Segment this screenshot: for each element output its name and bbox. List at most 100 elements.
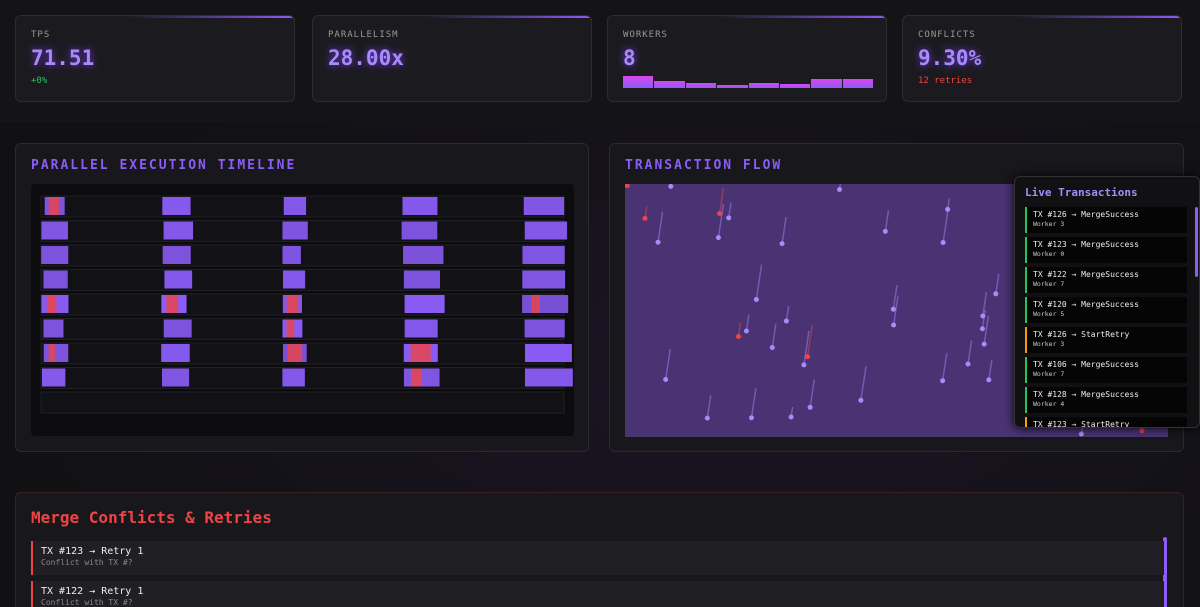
particle-trail (981, 309, 986, 329)
particle-trail (988, 359, 993, 381)
conflict-block (286, 295, 299, 313)
particle-trail (892, 295, 899, 326)
exec-block (282, 246, 301, 264)
exec-block (522, 295, 569, 313)
worker-bars (623, 74, 873, 88)
particle (715, 235, 721, 241)
conflicts-panel: Merge Conflicts & Retries TX #123 → Retr… (15, 492, 1184, 607)
stat-card: CONFLICTS 9.30% 12 retries (902, 15, 1182, 102)
exec-block (164, 270, 193, 289)
particle (986, 377, 992, 383)
live-tx: TX #120 → MergeSuccess (1033, 300, 1139, 309)
particle-trail (995, 273, 1000, 294)
particle-trail (942, 209, 949, 243)
exec-block (522, 270, 566, 289)
exec-block (283, 197, 307, 215)
particle-trail (745, 314, 750, 332)
particle-trail (717, 203, 725, 238)
live-worker: Worker 3 (1033, 220, 1065, 228)
particle (668, 184, 674, 189)
exec-block (523, 197, 565, 215)
worker-bar (685, 83, 717, 88)
live-list: TX #126 → MergeSuccess Worker 3 TX #123 → … (1015, 207, 1199, 427)
conflict-title: TX #122 → Retry 1 (41, 586, 144, 597)
particle (717, 211, 723, 217)
particle (858, 397, 864, 403)
exec-block (403, 246, 444, 264)
exec-block (522, 246, 565, 264)
particle-trail (706, 395, 712, 419)
particle (993, 291, 999, 297)
exec-block (163, 221, 194, 240)
live-worker: Worker 5 (1033, 310, 1065, 318)
conflict-block (411, 368, 422, 387)
exec-block (41, 221, 68, 240)
conflict-block (48, 344, 55, 362)
particle-trail (664, 348, 671, 380)
stat-sub: +0% (31, 76, 48, 86)
panel-title: TRANSACTION FLOW (625, 158, 783, 173)
particle-trail (983, 315, 990, 345)
particle (655, 239, 661, 245)
live-item: TX #120 → MergeSuccess Worker 5 (1025, 297, 1187, 323)
exec-block (43, 319, 64, 338)
particle (663, 377, 669, 383)
live-worker: Worker 0 (1033, 250, 1065, 258)
particle-trail (657, 211, 664, 243)
exec-block (41, 246, 69, 264)
live-title: Live Transactions (1025, 186, 1138, 199)
worker-bar (623, 76, 654, 88)
particle-trail (755, 264, 763, 300)
live-item: TX #126 → MergeSuccess Worker 3 (1025, 207, 1187, 233)
exec-block (524, 344, 572, 362)
particle (788, 414, 794, 420)
live-tx: TX #123 → MergeSuccess (1033, 240, 1139, 249)
timeline-row (40, 318, 565, 340)
exec-block (282, 221, 308, 240)
particle (625, 184, 630, 189)
particle-trail (781, 217, 787, 244)
conflict-item: TX #122 → Retry 1 Conflict with TX #? (31, 581, 1164, 607)
particle (753, 296, 759, 302)
exec-block (163, 319, 192, 338)
worker-bar (654, 81, 685, 88)
stat-card: WORKERS 8 (607, 15, 887, 102)
particle-trail (727, 202, 732, 218)
particle (748, 415, 754, 421)
particle (807, 404, 813, 410)
exec-block (524, 221, 568, 240)
timeline-row (40, 391, 565, 414)
worker-bar (748, 83, 779, 88)
conflict-block (287, 344, 303, 362)
panel-title: Merge Conflicts & Retries (31, 508, 272, 527)
particle (891, 322, 897, 328)
particle (769, 345, 775, 351)
exec-block (41, 368, 66, 387)
live-tx: TX #126 → MergeSuccess (1033, 210, 1139, 219)
live-transactions: Live Transactions TX #126 → MergeSuccess… (1014, 176, 1200, 428)
timeline (31, 184, 574, 436)
particle (726, 215, 732, 221)
exec-block (404, 319, 438, 338)
panel-title: PARALLEL EXECUTION TIMELINE (31, 158, 297, 173)
particle-trail (809, 379, 815, 408)
exec-block (401, 221, 438, 240)
particle-trail (718, 187, 725, 214)
worker-bar (842, 79, 873, 88)
particle-trail (838, 184, 842, 190)
conflict-block (410, 344, 431, 362)
particle (882, 228, 888, 234)
exec-block (282, 368, 305, 387)
live-tx: TX #128 → MergeSuccess (1033, 390, 1139, 399)
exec-block (161, 344, 190, 362)
particle (1078, 431, 1084, 437)
conflict-block (48, 197, 59, 215)
particle-trail (884, 210, 890, 232)
stat-label: WORKERS (623, 30, 668, 40)
live-item: TX #106 → MergeSuccess Worker 7 (1025, 357, 1187, 383)
particle (979, 326, 985, 332)
particle (980, 313, 986, 319)
live-worker: Worker 7 (1033, 280, 1065, 288)
worker-bar (811, 79, 842, 88)
